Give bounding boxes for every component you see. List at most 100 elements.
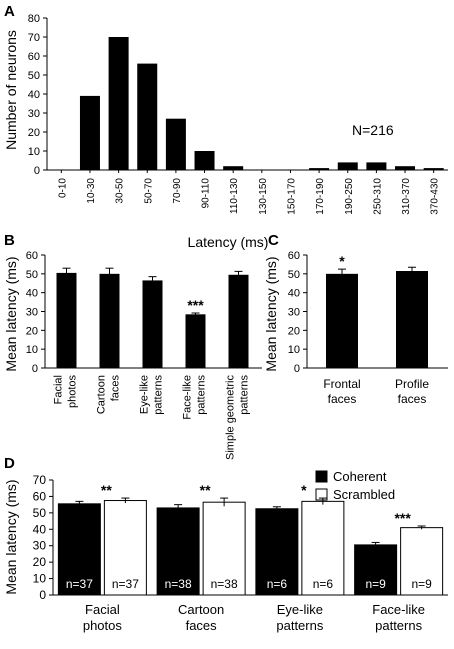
- x-tick-label: 90-110: [201, 178, 212, 209]
- bar-coherent: [156, 507, 200, 596]
- legend-swatch-scrambled: [315, 488, 328, 501]
- bar-coherent: [354, 544, 398, 596]
- bar-scrambled: [400, 527, 444, 596]
- x-tick-label: 250-310: [372, 178, 383, 215]
- y-tick-label: 20: [28, 127, 40, 139]
- x-tick-label: 10-30: [86, 178, 97, 204]
- x-tick-label: 0-10: [57, 178, 68, 198]
- x-tick-label: patterns: [375, 618, 422, 633]
- y-tick-label: 40: [33, 522, 47, 536]
- y-tick-label: 30: [28, 108, 40, 120]
- panel-b-letter: B: [4, 232, 15, 249]
- x-tick-label: Cartoon: [178, 602, 224, 617]
- legend-label-coherent: Coherent: [333, 469, 387, 484]
- x-tick-label: 110-130: [229, 178, 240, 214]
- panel-d-chart: D Mean latency (ms) Coherent Scrambled 0…: [3, 455, 448, 633]
- x-tick-label: Face-like: [372, 602, 425, 617]
- panel-a-y-axis-label: Number of neurons: [3, 30, 19, 150]
- histogram-bar: [108, 37, 129, 170]
- x-tick-label: 170-190: [315, 178, 326, 215]
- y-tick-label: 30: [33, 539, 47, 553]
- y-tick-label: 50: [28, 70, 40, 82]
- n-label: n=38: [165, 577, 192, 591]
- bar: [228, 274, 249, 368]
- y-tick-label: 30: [288, 307, 300, 319]
- y-tick-label: 0: [34, 165, 40, 177]
- x-tick-label: Eye-like: [277, 602, 323, 617]
- panel-c-y-axis-label: Mean latency (ms): [263, 256, 279, 371]
- x-tick-label: patterns: [276, 618, 323, 633]
- x-tick-label: 150-170: [286, 178, 297, 215]
- y-tick-label: 40: [26, 288, 38, 300]
- y-tick-label: 60: [28, 51, 40, 63]
- y-tick-label: 60: [33, 489, 47, 503]
- bar: [396, 271, 428, 368]
- y-tick-label: 50: [288, 269, 300, 281]
- panel-a-letter: A: [4, 3, 15, 20]
- n-label: n=37: [112, 577, 139, 591]
- x-tick-label: patterns: [239, 375, 251, 415]
- x-tick-label: photos: [83, 618, 123, 633]
- y-tick-label: 0: [294, 363, 300, 375]
- x-tick-label: 190-250: [344, 178, 355, 215]
- x-tick-label: Cartoon: [96, 375, 108, 414]
- panel-d-legend: Coherent Scrambled: [315, 469, 395, 502]
- significance-marker: **: [200, 482, 211, 498]
- n-label: n=6: [267, 577, 288, 591]
- y-tick-label: 20: [288, 325, 300, 337]
- panel-c-chart: C Mean latency (ms) 0 10 20 30 40 50 60 * Fronta…: [263, 232, 448, 406]
- histogram-bar: [423, 168, 444, 170]
- y-tick-label: 40: [288, 288, 300, 300]
- significance-marker: ***: [187, 297, 204, 313]
- y-tick-label: 20: [33, 555, 47, 569]
- x-tick-label: Frontal: [323, 377, 360, 391]
- x-tick-label: photos: [67, 375, 79, 409]
- panel-a-annotation: N=216: [352, 122, 394, 138]
- y-tick-label: 70: [33, 473, 47, 487]
- histogram-bar: [223, 166, 244, 170]
- x-tick-label: 370-430: [430, 178, 441, 215]
- histogram-bar: [194, 151, 215, 170]
- y-tick-label: 10: [26, 344, 38, 356]
- panel-b-y-axis-label: Mean latency (ms): [3, 256, 19, 371]
- histogram-bar: [395, 166, 416, 170]
- y-tick-label: 10: [288, 344, 300, 356]
- x-tick-label: 30-50: [115, 178, 126, 204]
- x-tick-label: Simple geometric: [225, 375, 237, 460]
- y-tick-label: 80: [28, 13, 40, 25]
- histogram-bar: [309, 168, 330, 170]
- panel-c-letter: C: [268, 232, 279, 249]
- bar-scrambled: [103, 500, 147, 596]
- x-tick-label: Face-like: [182, 375, 194, 420]
- panel-a-histogram: A Number of neurons Latency (ms) N=216 0…: [3, 3, 448, 250]
- y-tick-label: 50: [26, 269, 38, 281]
- panel-a-x-axis-label: Latency (ms): [188, 234, 269, 250]
- legend-swatch-coherent: [315, 470, 328, 483]
- significance-marker: **: [101, 482, 112, 498]
- x-tick-label: faces: [328, 392, 357, 406]
- legend-label-scrambled: Scrambled: [333, 487, 395, 502]
- x-tick-label: 130-150: [258, 178, 269, 215]
- significance-marker: *: [301, 482, 307, 498]
- n-label: n=6: [313, 577, 334, 591]
- bar: [56, 272, 77, 368]
- bar: [99, 273, 120, 368]
- bar-scrambled: [301, 500, 345, 596]
- significance-marker: ***: [394, 510, 411, 526]
- n-label: n=9: [411, 577, 432, 591]
- y-tick-label: 50: [33, 506, 47, 520]
- x-tick-label: Facial: [53, 375, 65, 404]
- y-tick-label: 20: [26, 325, 38, 337]
- bar: [142, 280, 163, 368]
- x-tick-label: 50-70: [143, 178, 154, 204]
- n-label: n=37: [66, 577, 93, 591]
- x-tick-label: 70-90: [172, 178, 183, 204]
- n-label: n=9: [365, 577, 386, 591]
- histogram-bar: [79, 95, 100, 170]
- x-tick-label: Eye-like: [139, 375, 151, 414]
- x-tick-label: patterns: [196, 375, 208, 415]
- n-label: n=38: [211, 577, 238, 591]
- y-tick-label: 10: [28, 146, 40, 158]
- x-tick-label: Facial: [85, 602, 120, 617]
